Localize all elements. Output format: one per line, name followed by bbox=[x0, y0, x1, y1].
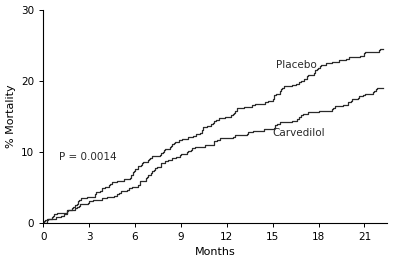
Text: P = 0.0014: P = 0.0014 bbox=[59, 152, 116, 162]
Text: Carvedilol: Carvedilol bbox=[273, 128, 325, 138]
X-axis label: Months: Months bbox=[195, 247, 236, 257]
Text: Placebo: Placebo bbox=[276, 60, 316, 70]
Y-axis label: % Mortality: % Mortality bbox=[6, 84, 16, 148]
